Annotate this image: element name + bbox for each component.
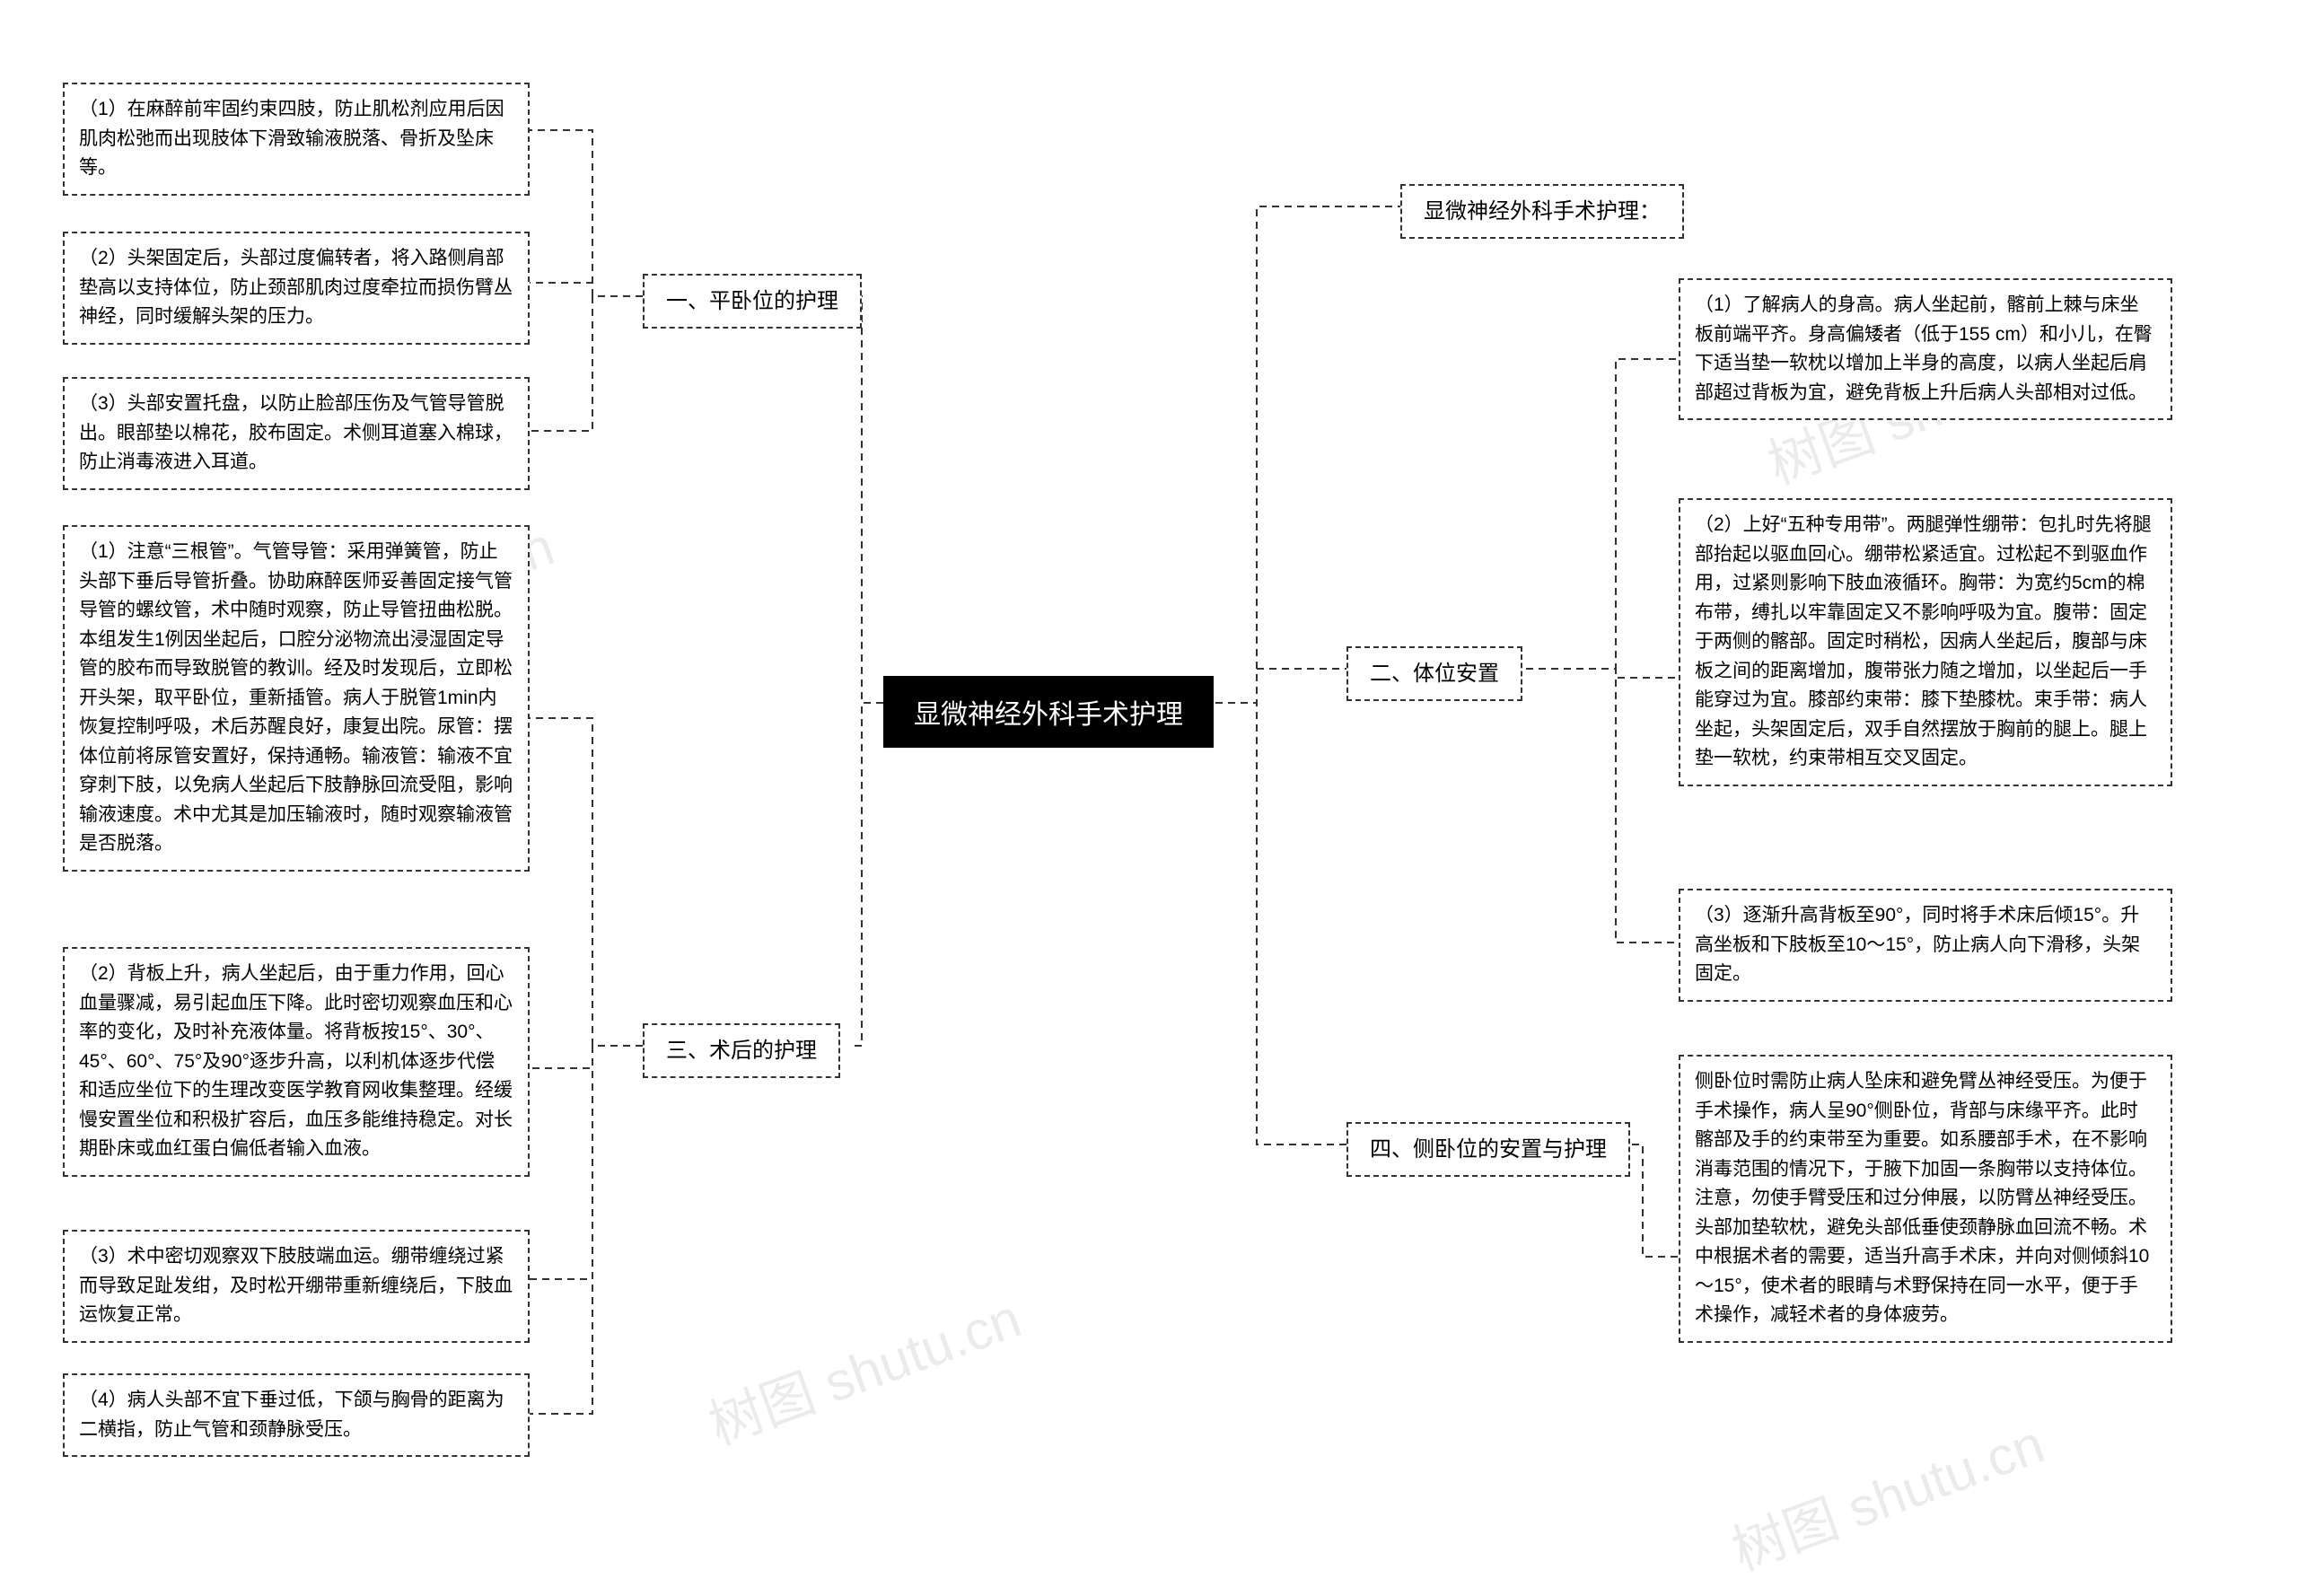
leaf-3d: （4）病人头部不宜下垂过低，下颌与胸骨的距离为二横指，防止气管和颈静脉受压。: [63, 1373, 530, 1457]
watermark: 树图 shutu.cn: [697, 1275, 1030, 1460]
leaf-3b: （2）背板上升，病人坐起后，由于重力作用，回心血量骤减，易引起血压下降。此时密切…: [63, 947, 530, 1177]
branch-top: 显微神经外科手术护理：: [1400, 184, 1684, 239]
watermark: 树图 shutu.cn: [1720, 1400, 2053, 1585]
leaf-1a: （1）在麻醉前牢固约束四肢，防止肌松剂应用后因肌肉松弛而出现肢体下滑致输液脱落、…: [63, 83, 530, 196]
branch-1: 一、平卧位的护理: [643, 274, 862, 329]
leaf-3c: （3）术中密切观察双下肢肢端血运。绷带缠绕过紧而导致足趾发绀，及时松开绷带重新缠…: [63, 1230, 530, 1343]
leaf-1c: （3）头部安置托盘，以防止脸部压伤及气管导管脱出。眼部垫以棉花，胶布固定。术侧耳…: [63, 377, 530, 490]
leaf-1b: （2）头架固定后，头部过度偏转者，将入路侧肩部垫高以支持体位，防止颈部肌肉过度牵…: [63, 232, 530, 345]
branch-3: 三、术后的护理: [643, 1023, 840, 1078]
branch-2: 二、体位安置: [1346, 646, 1522, 701]
leaf-2c: （3）逐渐升高背板至90°，同时将手术床后倾15°。升高坐板和下肢板至10～15…: [1679, 889, 2172, 1002]
leaf-3a: （1）注意“三根管”。气管导管：采用弹簧管，防止头部下垂后导管折叠。协助麻醉医师…: [63, 525, 530, 872]
center-node: 显微神经外科手术护理: [883, 676, 1214, 748]
branch-4: 四、侧卧位的安置与护理: [1346, 1122, 1630, 1177]
leaf-2a: （1）了解病人的身高。病人坐起前，髂前上棘与床坐板前端平齐。身高偏矮者（低于15…: [1679, 278, 2172, 420]
leaf-4a: 侧卧位时需防止病人坠床和避免臂丛神经受压。为便于手术操作，病人呈90°侧卧位，背…: [1679, 1055, 2172, 1343]
leaf-2b: （2）上好“五种专用带”。两腿弹性绷带：包扎时先将腿部抬起以驱血回心。绷带松紧适…: [1679, 498, 2172, 786]
